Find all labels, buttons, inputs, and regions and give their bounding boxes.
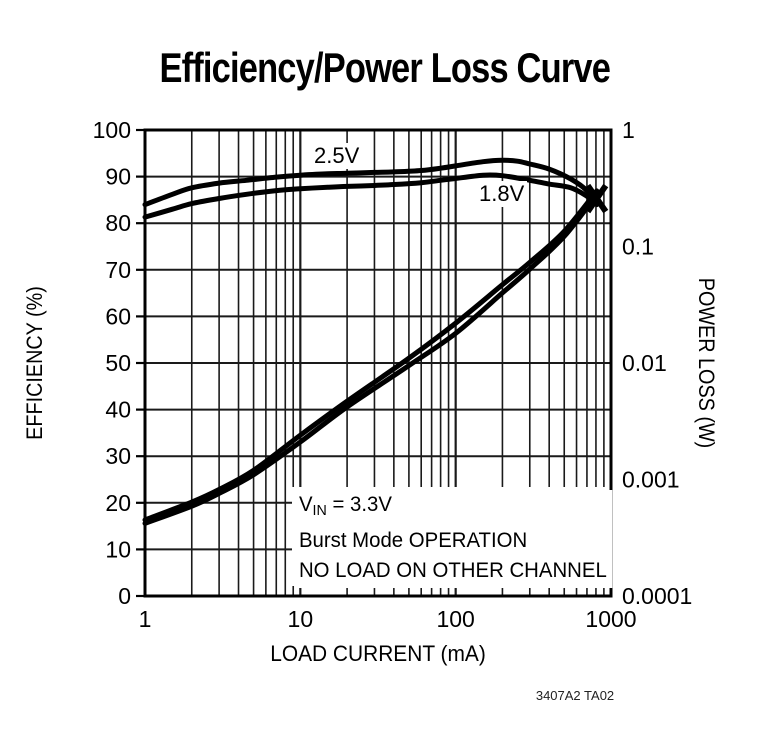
y-left-tick-label: 40 [105,397,131,423]
y-left-tick-label: 0 [118,583,131,609]
y-left-tick-label: 90 [105,164,131,190]
figure-reference-code: 3407A2 TA02 [535,688,615,703]
vin-symbol: V [298,493,313,516]
curve-label-2v5: 2.5V [311,143,363,169]
y-left-tick-label: 70 [105,257,131,283]
y-left-tick-label: 10 [105,536,131,562]
curve-end-x-marker [585,183,609,214]
y-right-tick-label: 0.0001 [622,583,692,609]
x-axis-title: LOAD CURRENT (mA) [270,641,486,666]
vin-subscript: IN [312,503,327,519]
y-right-tick-label: 1 [622,117,635,143]
curve-power-loss-1.8v [142,191,600,526]
curve-label-1v8: 1.8V [476,181,528,207]
x-tick-label: 10 [288,606,314,632]
y-left-tick-label: 60 [105,303,131,329]
y-left-axis-title: EFFICIENCY (%) [22,286,47,440]
conditions-annotation: VIN = 3.3V Burst Mode OPERATION NO LOAD … [297,490,613,588]
y-right-tick-label: 0.1 [622,234,654,260]
chart-title-text: Efficiency/Power Loss Curve [159,44,611,91]
curve-power-loss-2.5v [142,188,600,523]
x-tick-label: 100 [436,606,474,632]
annotation-line-burst: Burst Mode OPERATION [298,529,528,552]
y-left-tick-label: 100 [93,117,131,143]
x-tick-label: 1 [139,606,152,632]
chart-title: Efficiency/Power Loss Curve [0,44,770,92]
vin-value: = 3.3V [326,493,392,516]
y-right-tick-label: 0.01 [622,350,667,376]
y-left-tick-label: 80 [105,210,131,236]
y-right-axis-title: POWER LOSS (W) [694,277,719,449]
annotation-line-noload: NO LOAD ON OTHER CHANNEL [298,559,607,582]
y-left-tick-label: 50 [105,350,131,376]
y-left-tick-label: 30 [105,443,131,469]
curve-efficiency-1.8v [142,172,600,220]
annotation-line-vin: VIN = 3.3V [299,490,607,526]
x-tick-label: 1000 [585,606,636,632]
plot-border [143,128,613,598]
curve-efficiency-2.5v [142,157,600,208]
y-right-tick-label: 0.001 [622,467,680,493]
y-left-tick-label: 20 [105,490,131,516]
